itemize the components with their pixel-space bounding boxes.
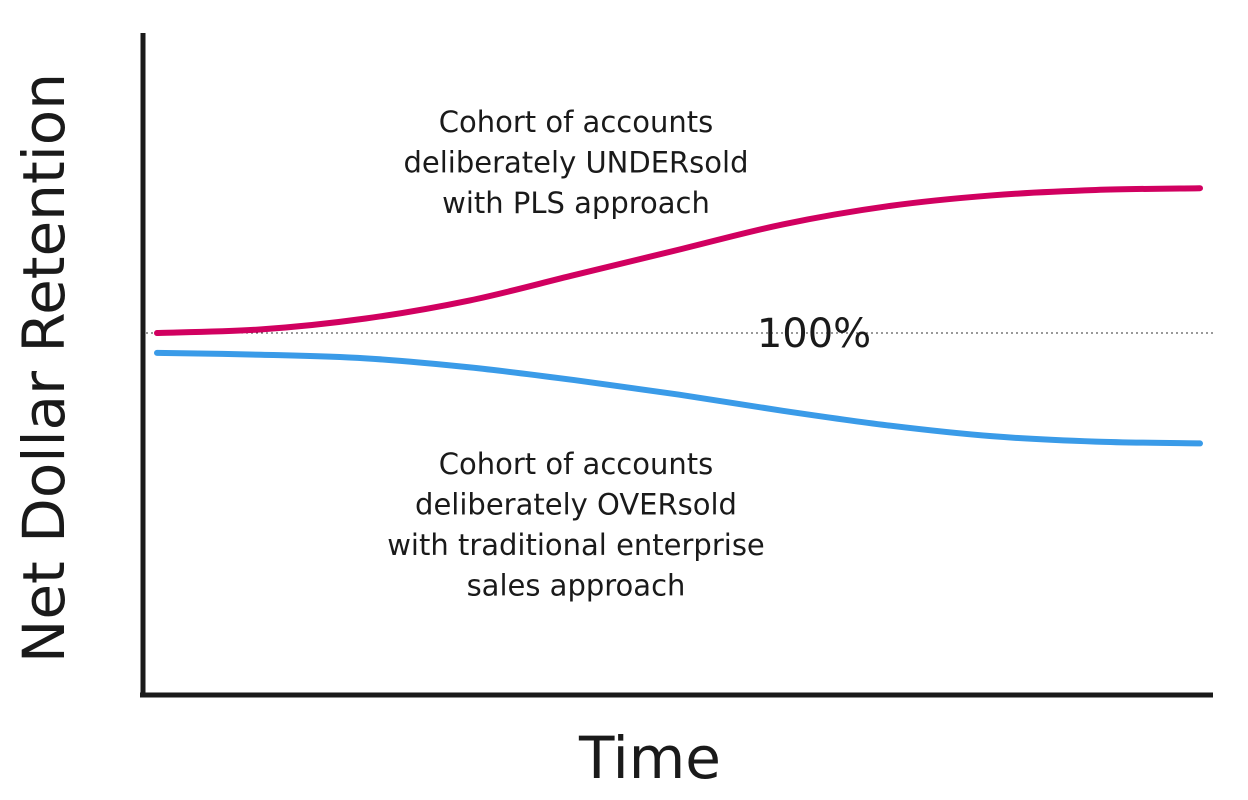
annotation-line: Cohort of accounts bbox=[439, 105, 713, 139]
annotation-line: deliberately UNDERsold bbox=[404, 146, 749, 180]
reference-label: 100% bbox=[757, 311, 871, 357]
annotation-line: Cohort of accounts bbox=[439, 447, 713, 481]
annotation-line: deliberately OVERsold bbox=[415, 488, 737, 522]
annotation-line: with PLS approach bbox=[442, 186, 710, 220]
y-axis-label: Net Dollar Retention bbox=[10, 73, 78, 663]
annotation-line: with traditional enterprise bbox=[387, 528, 765, 562]
x-axis-label: Time bbox=[578, 724, 721, 792]
line-series bbox=[154, 349, 1203, 447]
line-series bbox=[154, 185, 1203, 336]
annotation-line: sales approach bbox=[467, 569, 686, 603]
